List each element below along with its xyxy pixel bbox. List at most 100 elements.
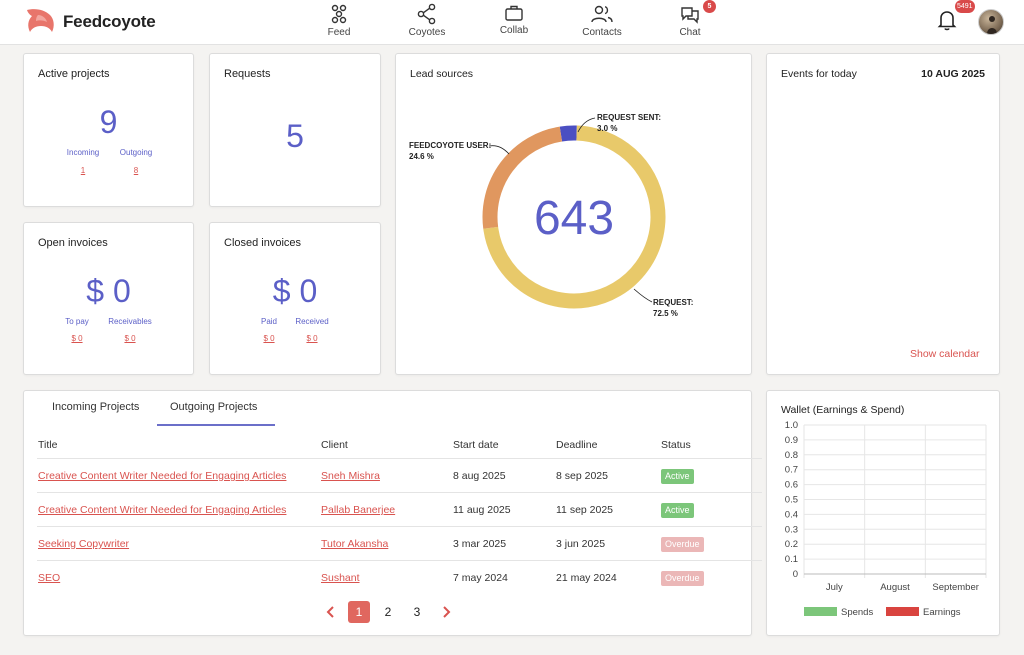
events-date: 10 AUG 2025 (921, 68, 985, 80)
briefcase-icon (505, 5, 523, 21)
project-deadline: 21 may 2024 (556, 572, 617, 584)
closed-invoices-currency: $ (272, 273, 291, 309)
row-divider (37, 526, 762, 527)
project-start-date: 3 mar 2025 (453, 538, 507, 550)
to-pay-link[interactable]: $ 0 (71, 334, 83, 343)
to-pay-label: To pay (65, 317, 89, 326)
projects-table-card: Incoming Projects Outgoing Projects Titl… (23, 390, 762, 636)
events-title: Events for today (781, 68, 857, 80)
requests-count: 5 (286, 118, 304, 154)
row-divider (37, 492, 762, 493)
active-projects-card: Active projects 9 Incoming Outgoing 1 8 (23, 53, 194, 207)
header-start-date: Start date (453, 439, 499, 451)
project-title-link[interactable]: SEO (38, 572, 61, 584)
leader-line (577, 117, 596, 133)
project-title-link[interactable]: Seeking Copywriter (38, 538, 130, 550)
nav-coyotes-label: Coyotes (408, 27, 446, 38)
chat-icon (681, 7, 699, 24)
status-badge: Overdue (661, 571, 704, 586)
coyote-logo-icon[interactable] (24, 6, 58, 36)
leader-line (488, 145, 510, 155)
lead-sources-donut-chart: 643 REQUEST SENT: 3.0 % REQUEST: 72.5 % FEEDC… (409, 113, 693, 318)
closed-invoices-title: Closed invoices (224, 237, 302, 249)
brand-name[interactable]: Feedcoyote (63, 12, 156, 31)
nav-feed[interactable]: Feed (307, 3, 371, 38)
project-client-link[interactable]: Sushant (321, 572, 360, 584)
project-title-link[interactable]: Creative Content Writer Needed for Engag… (38, 470, 287, 482)
paid-label: Paid (260, 317, 277, 326)
segment-label: FEEDCOYOTE USER: (409, 141, 491, 150)
page-button-2[interactable]: 2 (384, 605, 392, 619)
wallet-card: Wallet (Earnings & Spend) 1.0 0.9 0.8 0.7 0.… (766, 390, 1000, 636)
segment-percent: 3.0 % (597, 124, 617, 133)
header-status: Status (661, 439, 691, 451)
legend-label: Earnings (923, 607, 961, 618)
chevron-left-icon[interactable] (325, 605, 337, 619)
status-badge: Active (661, 503, 694, 518)
project-deadline: 8 sep 2025 (556, 470, 608, 482)
closed-invoices-value: 0 (299, 273, 318, 309)
open-invoices-currency: $ (86, 273, 105, 309)
legend-swatch-earnings (886, 607, 919, 616)
y-tick-label: 0.1 (785, 554, 798, 565)
show-calendar-link[interactable]: Show calendar (910, 348, 980, 360)
events-card: Events for today 10 AUG 2025 (766, 53, 1000, 375)
header-deadline: Deadline (556, 439, 598, 451)
receivables-link[interactable]: $ 0 (124, 334, 136, 343)
outgoing-count-link[interactable]: 8 (133, 166, 139, 175)
received-link[interactable]: $ 0 (306, 334, 318, 343)
project-start-date: 8 aug 2025 (453, 470, 506, 482)
segment-label: REQUEST: (653, 298, 693, 307)
tab-outgoing-projects[interactable]: Outgoing Projects (170, 401, 258, 413)
chevron-right-icon[interactable] (440, 605, 452, 619)
nav-contacts[interactable]: Contacts (570, 3, 634, 38)
avatar-figure-icon (987, 16, 997, 34)
open-invoices-total: $ 0 (24, 273, 193, 310)
nav-chat[interactable]: Chat 5 (658, 0, 722, 38)
bell-icon[interactable] (937, 9, 957, 31)
legend-label: Spends (841, 607, 873, 618)
lead-sources-title: Lead sources (410, 68, 474, 80)
received-label: Received (295, 317, 329, 326)
project-client-link[interactable]: Tutor Akansha (321, 538, 389, 550)
donut-slice-2 (482, 125, 666, 309)
page-button-3[interactable]: 3 (413, 605, 421, 619)
header-client: Client (321, 439, 348, 451)
header-title: Title (38, 439, 58, 451)
project-client-link[interactable]: Sneh Mishra (321, 470, 380, 482)
closed-invoices-card: Closed invoices $ 0 Paid Received $ 0 $ … (209, 222, 381, 375)
nav-contacts-label: Contacts (582, 27, 622, 38)
share-network-icon (417, 3, 436, 25)
project-title-link[interactable]: Creative Content Writer Needed for Engag… (38, 504, 287, 516)
nav-collab[interactable]: Collab (482, 3, 546, 36)
nav-feed-label: Feed (327, 27, 351, 38)
segment-percent: 24.6 % (409, 152, 434, 161)
x-tick-label: July (826, 582, 843, 593)
legend-swatch-spends (804, 607, 837, 616)
requests-title: Requests (224, 68, 271, 80)
lead-sources-card: Lead sources 643 REQUEST SENT: 3.0 % REQUES… (395, 53, 752, 375)
page-button-1[interactable]: 1 (348, 601, 370, 623)
header-divider (37, 458, 762, 459)
incoming-label: Incoming (66, 148, 100, 157)
active-tab-indicator (157, 424, 275, 426)
paid-link[interactable]: $ 0 (263, 334, 275, 343)
wallet-title: Wallet (Earnings & Spend) (781, 404, 905, 416)
top-navigation-bar: Feedcoyote Feed Coyotes Collab Contacts … (0, 0, 1024, 45)
nav-coyotes[interactable]: Coyotes (395, 3, 459, 38)
project-start-date: 7 may 2024 (453, 572, 508, 584)
y-tick-label: 1.0 (785, 420, 798, 431)
open-invoices-value: 0 (112, 273, 131, 309)
user-avatar[interactable] (978, 9, 1004, 35)
outgoing-label: Outgoing (119, 148, 153, 157)
project-client-link[interactable]: Pallab Banerjee (321, 504, 396, 516)
y-tick-label: 0.2 (785, 539, 798, 550)
project-start-date: 11 aug 2025 (453, 504, 511, 516)
tab-incoming-projects[interactable]: Incoming Projects (52, 401, 140, 413)
feed-icon (331, 4, 347, 24)
incoming-count-link[interactable]: 1 (80, 166, 86, 175)
receivables-label: Receivables (108, 317, 152, 326)
requests-card: Requests 5 (209, 53, 381, 207)
y-tick-label: 0.4 (785, 509, 798, 520)
project-deadline: 3 jun 2025 (556, 538, 606, 550)
